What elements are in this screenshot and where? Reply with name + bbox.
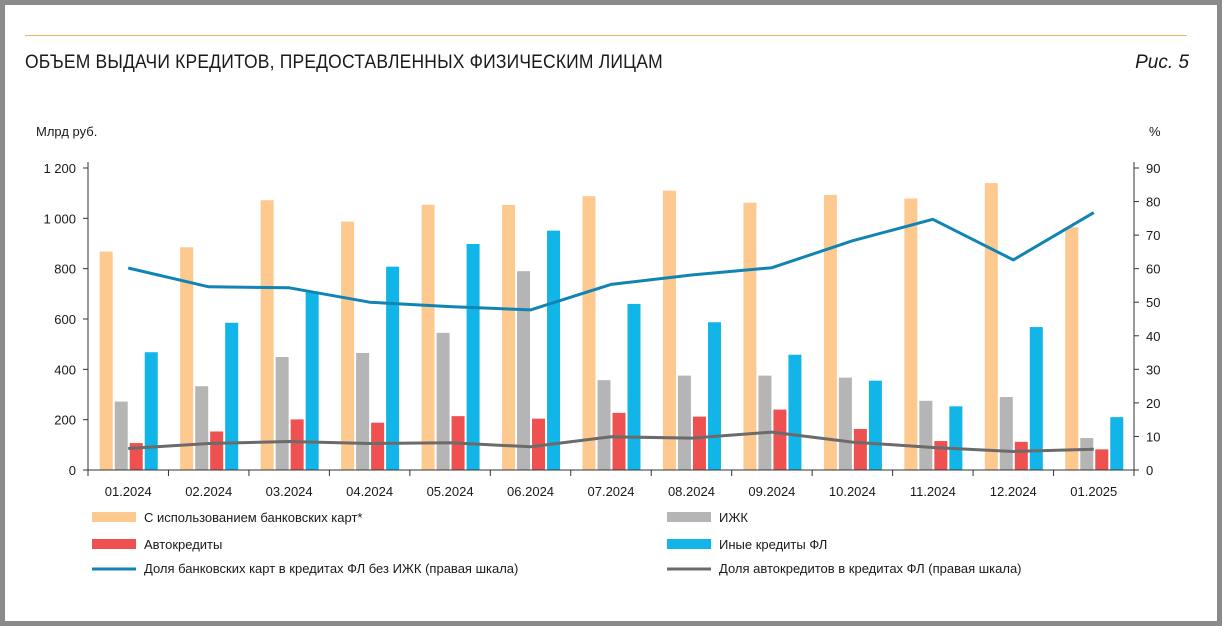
x-tick-label: 01.2025 <box>1070 484 1117 499</box>
y-axis-label: Млрд руб. <box>36 124 97 139</box>
x-tick-label: 06.2024 <box>507 484 554 499</box>
bar-cards <box>904 198 918 470</box>
bar-auto <box>853 428 867 470</box>
x-tick-label: 11.2024 <box>910 484 956 499</box>
legend-label: ИЖК <box>719 510 748 525</box>
bar-auto <box>290 419 304 470</box>
y2-tick-label: 10 <box>1146 429 1160 444</box>
legend-label: Иные кредиты ФЛ <box>719 537 827 552</box>
y-tick-label: 0 <box>69 463 76 478</box>
bar-auto <box>129 443 143 470</box>
y-tick-label: 200 <box>54 413 76 428</box>
x-tick-label: 05.2024 <box>427 484 474 499</box>
bar-auto <box>371 422 385 470</box>
legend-label: Доля банковских карт в кредитах ФЛ без И… <box>144 561 518 576</box>
bar-other <box>627 303 641 470</box>
figure-label: Рис. 5 <box>1135 52 1189 73</box>
x-tick-label: 09.2024 <box>748 484 795 499</box>
y2-axis-label: % <box>1149 124 1161 139</box>
line-share_auto <box>128 430 1094 453</box>
bar-other <box>225 322 239 470</box>
bar-cards <box>502 204 516 470</box>
bar-izhk <box>758 375 772 470</box>
legend-swatch-cards <box>92 512 136 522</box>
bar-cards <box>743 202 757 471</box>
bar-auto <box>934 441 948 470</box>
legend-swatch-izhk <box>667 512 711 522</box>
legend-swatch-other <box>667 539 711 549</box>
bar-other <box>305 292 319 470</box>
y-tick-label: 1 000 <box>43 211 76 226</box>
bar-izhk <box>999 397 1013 470</box>
x-tick-label: 07.2024 <box>588 484 635 499</box>
y2-tick-label: 40 <box>1146 329 1160 344</box>
bar-other <box>466 244 480 470</box>
bar-other <box>1110 417 1124 470</box>
bar-auto <box>1014 441 1028 470</box>
bar-auto <box>773 409 787 470</box>
bar-other <box>949 406 963 470</box>
bar-izhk <box>1080 438 1094 470</box>
y2-tick-label: 70 <box>1146 228 1160 243</box>
bar-izhk <box>677 375 691 470</box>
y-tick-label: 600 <box>54 312 76 327</box>
bar-other <box>788 354 802 470</box>
y2-tick-label: 20 <box>1146 396 1160 411</box>
bar-other <box>144 352 158 470</box>
bar-auto <box>612 412 626 470</box>
y2-tick-label: 50 <box>1146 295 1160 310</box>
bar-izhk <box>597 380 611 470</box>
bar-auto <box>210 431 224 470</box>
bar-other <box>547 230 561 470</box>
chart-frame <box>5 5 1217 621</box>
bar-other <box>868 380 882 470</box>
bar-cards <box>984 183 998 470</box>
bar-izhk <box>114 401 128 470</box>
bar-cards <box>421 204 435 470</box>
legend-label: С использованием банковских карт* <box>144 510 362 525</box>
bar-other <box>707 322 721 470</box>
x-tick-label: 04.2024 <box>346 484 393 499</box>
bar-cards <box>180 247 194 470</box>
bar-other <box>1029 327 1043 470</box>
bar-izhk <box>517 271 531 470</box>
x-tick-label: 01.2024 <box>105 484 152 499</box>
y2-tick-label: 60 <box>1146 262 1160 277</box>
x-tick-label: 10.2024 <box>829 484 876 499</box>
x-tick-label: 03.2024 <box>266 484 313 499</box>
bar-auto <box>692 416 706 470</box>
bar-cards <box>823 194 837 470</box>
bar-cards <box>341 221 355 470</box>
y2-tick-label: 30 <box>1146 362 1160 377</box>
bar-cards <box>1065 227 1079 470</box>
line-share_cards <box>127 211 1095 312</box>
top-rule <box>25 35 1187 36</box>
bar-cards <box>260 200 274 471</box>
bar-cards <box>662 190 676 470</box>
bar-other <box>386 266 400 470</box>
y-tick-label: 800 <box>54 262 76 277</box>
bar-cards <box>582 196 596 471</box>
x-tick-label: 08.2024 <box>668 484 715 499</box>
x-tick-label: 02.2024 <box>185 484 232 499</box>
bar-izhk <box>436 332 450 470</box>
chart-title: ОБЪЕМ ВЫДАЧИ КРЕДИТОВ, ПРЕДОСТАВЛЕННЫХ Ф… <box>25 52 663 73</box>
x-tick-label: 12.2024 <box>990 484 1037 499</box>
y2-tick-label: 0 <box>1146 463 1153 478</box>
y-tick-label: 1 200 <box>43 161 76 176</box>
bar-izhk <box>275 357 289 470</box>
bar-auto <box>1095 449 1109 470</box>
legend-label: Доля автокредитов в кредитах ФЛ (правая … <box>719 561 1022 576</box>
legend-label: Автокредиты <box>144 537 222 552</box>
legend-swatch-auto <box>92 539 136 549</box>
bar-izhk <box>838 377 852 470</box>
bar-izhk <box>919 400 933 470</box>
y-tick-label: 400 <box>54 362 76 377</box>
y2-tick-label: 90 <box>1146 161 1160 176</box>
bar-izhk <box>195 386 209 470</box>
bar-izhk <box>356 352 370 470</box>
y2-tick-label: 80 <box>1146 195 1160 210</box>
bar-cards <box>99 251 113 470</box>
